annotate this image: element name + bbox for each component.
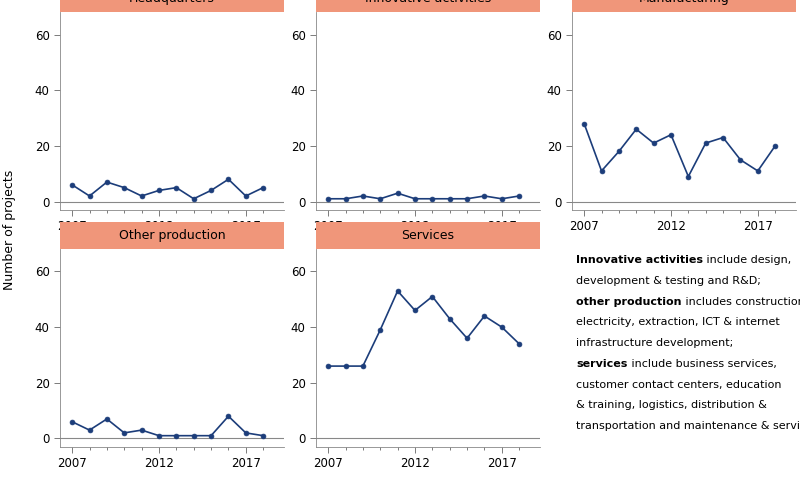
FancyBboxPatch shape [572,0,796,12]
Text: Manufacturing: Manufacturing [638,0,730,5]
Text: Innovative activities: Innovative activities [365,0,491,5]
FancyBboxPatch shape [60,0,284,12]
Text: electricity, extraction, ICT & internet: electricity, extraction, ICT & internet [577,317,780,327]
Text: include business services,: include business services, [628,359,777,369]
Text: customer contact centers, education: customer contact centers, education [577,380,782,390]
Text: Other production: Other production [118,229,226,242]
Text: development & testing and R&D;: development & testing and R&D; [577,276,762,286]
Text: transportation and maintenance & servicing.: transportation and maintenance & servici… [577,421,800,431]
Text: Innovative activities: Innovative activities [577,255,703,265]
Text: & training, logistics, distribution &: & training, logistics, distribution & [577,400,767,410]
Text: infrastructure development;: infrastructure development; [577,338,734,348]
Text: Headquarters: Headquarters [129,0,215,5]
FancyBboxPatch shape [316,0,540,12]
Text: services: services [577,359,628,369]
Text: other production: other production [577,297,682,306]
Text: includes construction,: includes construction, [682,297,800,306]
Text: Number of projects: Number of projects [3,169,16,290]
FancyBboxPatch shape [60,221,284,249]
Text: Services: Services [402,229,454,242]
Text: include design,: include design, [703,255,792,265]
FancyBboxPatch shape [316,221,540,249]
